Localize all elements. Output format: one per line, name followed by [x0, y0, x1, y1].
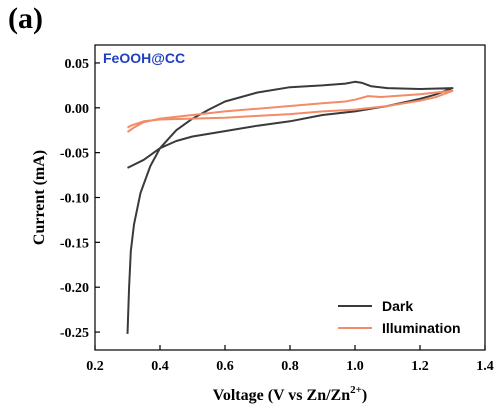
x-tick-label: 0.6: [216, 359, 234, 374]
y-tick-label: -0.10: [60, 192, 89, 207]
x-tick-label: 1.4: [476, 359, 494, 374]
x-axis-title-main: Voltage (V vs Zn/Zn: [213, 387, 350, 404]
x-tick-label: 0.2: [86, 359, 104, 374]
series-layer: [126, 80, 454, 334]
y-tick-label: -0.25: [60, 326, 89, 341]
y-tick-label: 0.05: [65, 57, 90, 72]
x-axis-title-end: ): [362, 387, 367, 404]
x-tick-label: 0.4: [151, 359, 169, 374]
series-line-dark: [126, 80, 454, 334]
plot-frame: [94, 44, 486, 351]
legend: Dark Illumination: [338, 298, 461, 336]
y-tick-label: 0.00: [65, 102, 90, 117]
y-tick-label: -0.05: [60, 147, 89, 162]
series-line-illumination: [126, 89, 454, 133]
sample-annotation: FeOOH@CC: [103, 50, 185, 66]
x-axis-ticks: 0.2 0.4 0.6 0.8 1.0 1.2 1.4: [86, 345, 494, 374]
y-axis-ticks: 0.05 0.00 -0.05 -0.10 -0.15 -0.20 -0.25: [60, 57, 100, 341]
x-tick-label: 1.2: [411, 359, 429, 374]
y-tick-label: -0.15: [60, 236, 89, 251]
y-tick-label: -0.20: [60, 281, 89, 296]
panel-label: (a): [8, 2, 43, 35]
x-tick-label: 0.8: [281, 359, 299, 374]
x-axis-title: Voltage (V vs Zn/Zn2+): [213, 384, 367, 404]
x-axis-title-sup: 2+: [350, 384, 362, 396]
x-tick-label: 1.0: [346, 359, 364, 374]
legend-label-illumination: Illumination: [382, 320, 461, 336]
legend-label-dark: Dark: [382, 298, 413, 314]
y-axis-title: Current (mA): [31, 150, 48, 245]
